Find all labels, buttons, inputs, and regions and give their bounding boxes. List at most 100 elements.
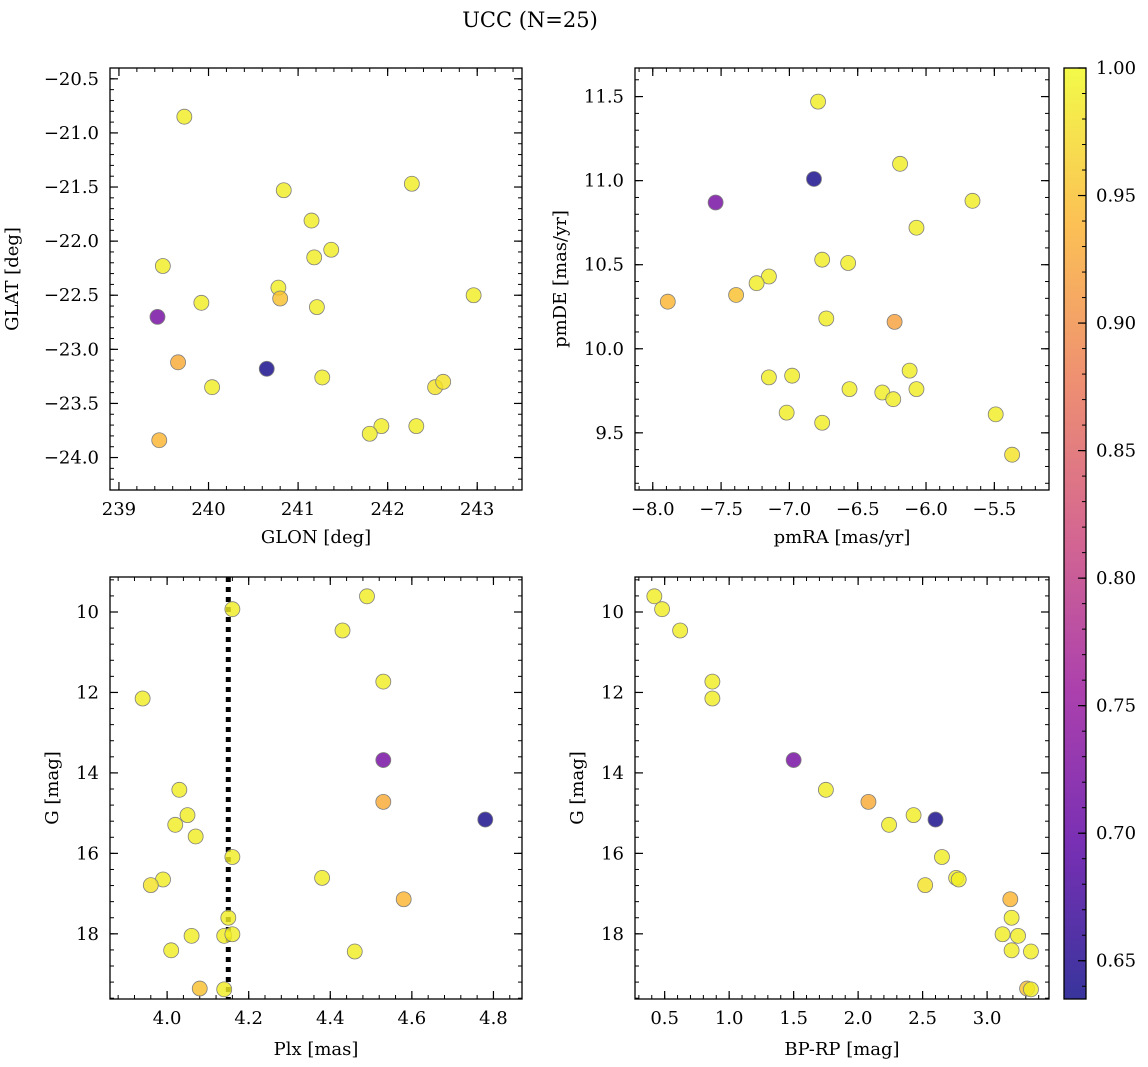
scatter-point	[183, 927, 200, 944]
x-axis-label: pmRA [mas/yr]	[774, 527, 911, 548]
scatter-point	[435, 373, 452, 390]
scatter-point	[167, 816, 184, 833]
scatter-point	[134, 690, 151, 707]
y-tick-label: −21.5	[44, 177, 99, 198]
scatter-point	[950, 871, 967, 888]
scatter-point	[359, 588, 375, 605]
scatter-point	[163, 942, 180, 959]
panel-pmra-pmde: −8.0 −7.5 −7.0 −6.5 −6.0 −5.5 9.5 10.0 10.5 11.0 1…	[550, 67, 1050, 548]
panel-plx-g: 4.0 4.2 4.4 4.6 4.8 10 12 14 16 18 Plx [mas] G [mag…	[42, 576, 523, 1060]
y-tick-label: 14	[601, 763, 624, 784]
scatter-point	[1004, 446, 1021, 463]
y-tick-label: −23.0	[44, 339, 99, 360]
scatter-point	[187, 828, 204, 845]
scatter-point	[303, 212, 320, 229]
colorbar-tick-label: 0.70	[1096, 823, 1136, 844]
x-tick-label: 241	[281, 499, 315, 520]
scatter-point	[477, 811, 494, 828]
scatter-point	[216, 981, 233, 998]
colorbar-tick-label: 0.95	[1096, 186, 1136, 207]
scatter-point	[272, 290, 289, 307]
y-tick-label: −24.0	[44, 448, 99, 469]
x-tick-label: 243	[460, 499, 494, 520]
colorbar-gradient	[1064, 68, 1086, 999]
scatter-point	[646, 588, 663, 605]
scatter-point	[707, 194, 724, 211]
y-tick-label: 9.5	[595, 423, 624, 444]
scatter-point	[654, 601, 670, 618]
scatter-point	[193, 294, 210, 311]
x-tick-label: 4.8	[479, 1008, 508, 1029]
scatter-point	[761, 369, 777, 386]
x-axis-label: GLON [deg]	[261, 527, 371, 548]
scatter-point	[408, 418, 425, 435]
panel-glon-glat: 239 240 241 242 243 −24.0 −23.5 −23.0 −22.5 −22.0…	[2, 67, 523, 548]
scatter-point	[314, 369, 331, 386]
scatter-point	[785, 752, 802, 768]
scatter-point	[176, 108, 193, 125]
x-tick-label: −8.0	[631, 499, 675, 520]
scatter-point	[395, 891, 412, 908]
scatter-point	[1010, 927, 1026, 944]
x-tick-label: −7.0	[768, 499, 812, 520]
scatter-point	[204, 379, 221, 396]
scatter-point	[987, 406, 1004, 423]
x-axis-label: Plx [mas]	[274, 1039, 359, 1060]
colorbar-tick-label: 0.75	[1096, 696, 1136, 717]
scatter-point	[840, 255, 857, 271]
colorbar-tick-label: 0.90	[1096, 313, 1136, 334]
scatter-point	[881, 816, 897, 833]
scatter-point	[1003, 942, 1020, 959]
scatter-point	[171, 781, 188, 798]
scatter-point	[191, 980, 208, 997]
y-tick-label: 14	[76, 763, 99, 784]
colorbar-tick-label: 0.80	[1096, 568, 1136, 589]
y-tick-label: −21.0	[44, 123, 99, 144]
scatter-point	[704, 690, 721, 707]
x-tick-label: −6.0	[904, 499, 948, 520]
figure-title: UCC (N=25)	[462, 8, 598, 32]
x-tick-label: −6.5	[836, 499, 880, 520]
scatter-point	[885, 391, 902, 408]
x-tick-label: −7.5	[699, 499, 743, 520]
scatter-point	[314, 870, 331, 886]
scatter-point	[258, 360, 275, 377]
scatter-point	[784, 367, 801, 384]
axes-frame	[109, 67, 523, 491]
x-tick-label: 0.5	[650, 1008, 679, 1029]
x-tick-label: 3.0	[973, 1008, 1002, 1029]
scatter-point	[334, 622, 351, 639]
scatter-point	[375, 793, 392, 810]
scatter-point	[761, 268, 777, 285]
x-tick-label: 4.2	[234, 1008, 263, 1029]
scatter-point	[465, 287, 482, 304]
x-tick-label: 240	[191, 499, 225, 520]
x-tick-label: 2.0	[844, 1008, 873, 1029]
x-tick-label: 4.6	[398, 1008, 427, 1029]
scatter-point	[892, 155, 908, 172]
scatter-point	[672, 622, 689, 639]
x-tick-label: 2.5	[908, 1008, 937, 1029]
scatter-point	[224, 849, 241, 865]
colorbar-frame	[1063, 67, 1087, 1000]
scatter-point	[905, 807, 922, 824]
colorbar-tick-label: 0.85	[1096, 441, 1136, 462]
colorbar-tick-label: 1.00	[1096, 58, 1136, 79]
scatter-point	[373, 418, 390, 435]
y-axis-label: G [mag]	[42, 751, 63, 824]
scatter-point	[810, 93, 826, 110]
scatter-point	[814, 414, 831, 431]
axes-frame	[634, 67, 1050, 491]
scatter-point	[814, 251, 831, 268]
y-tick-label: −22.5	[44, 285, 99, 306]
scatter-point	[1003, 909, 1020, 926]
scatter-point	[323, 241, 340, 258]
x-tick-label: 4.0	[153, 1008, 182, 1029]
y-tick-label: 18	[76, 924, 99, 945]
y-tick-label: −22.0	[44, 231, 99, 252]
scatter-point	[224, 601, 241, 618]
colorbar-tick-label: 0.65	[1096, 951, 1136, 972]
scatter-point	[994, 926, 1011, 943]
scatter-point	[778, 404, 795, 421]
